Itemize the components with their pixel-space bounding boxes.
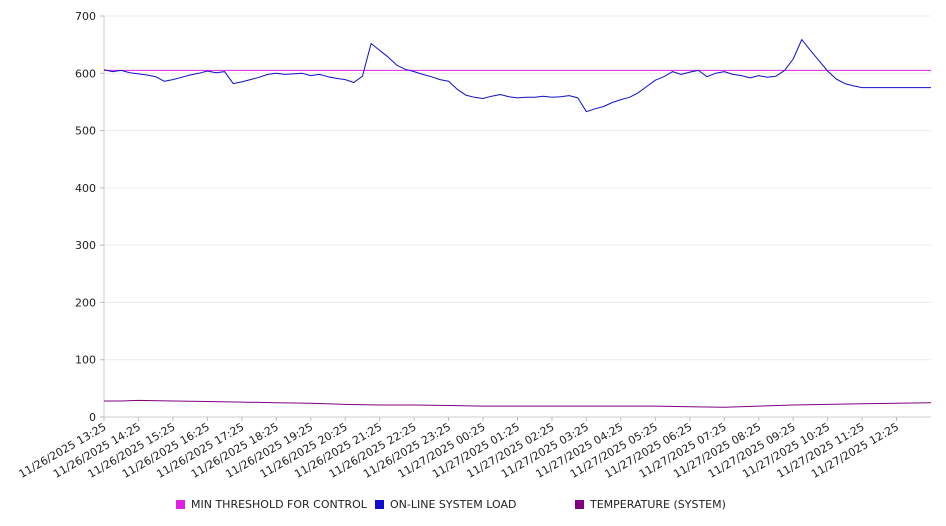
y-tick-label: 400 — [75, 182, 96, 195]
legend-label-min-threshold: MIN THRESHOLD FOR CONTROL — [191, 498, 367, 511]
legend-swatch-temperature — [575, 500, 584, 509]
y-tick-label: 100 — [75, 354, 96, 367]
y-tick-label: 0 — [89, 411, 96, 424]
series-line-system-load — [103, 39, 931, 113]
chart-legend: MIN THRESHOLD FOR CONTROL ON-LINE SYSTEM… — [0, 498, 946, 514]
legend-swatch-system-load — [375, 500, 384, 509]
y-tick-label: 700 — [75, 10, 96, 23]
y-tick-label: 200 — [75, 296, 96, 309]
legend-label-system-load: ON-LINE SYSTEM LOAD — [390, 498, 517, 511]
y-tick-label: 300 — [75, 239, 96, 252]
legend-item-system-load[interactable]: ON-LINE SYSTEM LOAD — [375, 498, 516, 511]
y-tick-label: 500 — [75, 125, 96, 138]
grid-lines — [104, 15, 931, 361]
series-line-temperature — [104, 399, 932, 408]
legend-item-temperature[interactable]: TEMPERATURE (SYSTEM) — [575, 498, 726, 511]
series-lines — [103, 39, 932, 408]
y-axis-ticks: 0 100 200 300 400 500 600 700 — [75, 10, 104, 424]
legend-label-temperature: TEMPERATURE (SYSTEM) — [590, 498, 726, 511]
y-tick-label: 600 — [75, 67, 96, 80]
legend-item-min-threshold[interactable]: MIN THRESHOLD FOR CONTROL — [176, 498, 367, 511]
legend-swatch-min-threshold — [176, 500, 185, 509]
